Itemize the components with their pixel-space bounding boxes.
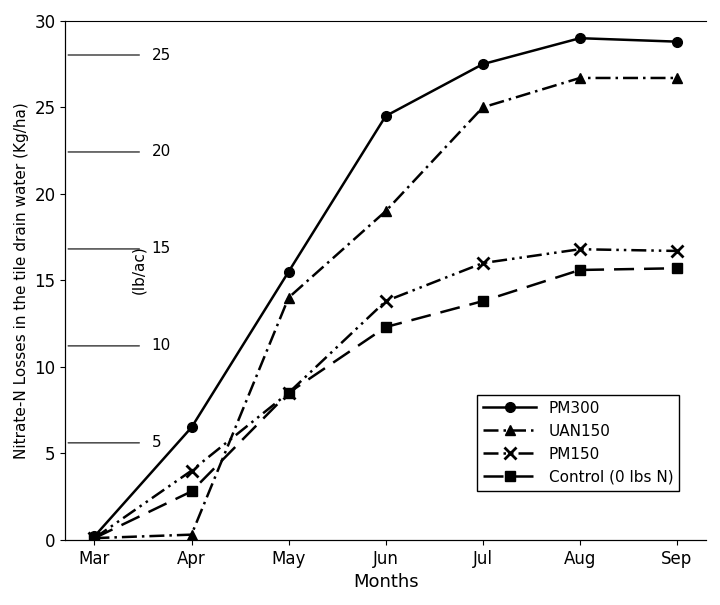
PM300 <box>382 113 390 120</box>
Text: (lb/ac): (lb/ac) <box>132 246 146 295</box>
PM300 <box>479 60 487 68</box>
Line: Control (0 lbs N): Control (0 lbs N) <box>89 263 682 543</box>
Control (0 lbs N) <box>187 488 196 495</box>
Control (0 lbs N) <box>382 324 390 331</box>
PM300 <box>90 533 99 540</box>
Control (0 lbs N) <box>479 298 487 305</box>
UAN150 <box>90 534 99 541</box>
UAN150 <box>672 74 681 82</box>
Line: PM300: PM300 <box>89 33 682 541</box>
PM300 <box>187 424 196 431</box>
Control (0 lbs N) <box>90 534 99 541</box>
UAN150 <box>479 103 487 111</box>
Line: UAN150: UAN150 <box>89 73 682 543</box>
PM150 <box>284 389 293 396</box>
PM150 <box>90 534 99 541</box>
Control (0 lbs N) <box>672 264 681 272</box>
PM150 <box>187 467 196 474</box>
PM150 <box>575 246 584 253</box>
Text: 15: 15 <box>152 241 171 257</box>
Text: 25: 25 <box>152 48 171 62</box>
Text: 10: 10 <box>152 338 171 353</box>
Control (0 lbs N) <box>284 389 293 396</box>
Legend: PM300, UAN150, PM150, Control (0 lbs N): PM300, UAN150, PM150, Control (0 lbs N) <box>477 395 679 491</box>
Line: PM150: PM150 <box>88 243 683 544</box>
UAN150 <box>284 294 293 301</box>
PM300 <box>672 38 681 45</box>
Y-axis label: Nitrate-N Losses in the tile drain water (Kg/ha): Nitrate-N Losses in the tile drain water… <box>14 102 29 459</box>
UAN150 <box>382 208 390 215</box>
Text: 20: 20 <box>152 145 171 160</box>
PM300 <box>575 34 584 42</box>
Text: 5: 5 <box>152 436 161 450</box>
X-axis label: Months: Months <box>353 573 418 591</box>
Control (0 lbs N) <box>575 266 584 273</box>
UAN150 <box>575 74 584 82</box>
PM150 <box>382 298 390 305</box>
UAN150 <box>187 531 196 538</box>
PM150 <box>479 260 487 267</box>
PM300 <box>284 268 293 275</box>
PM150 <box>672 247 681 255</box>
